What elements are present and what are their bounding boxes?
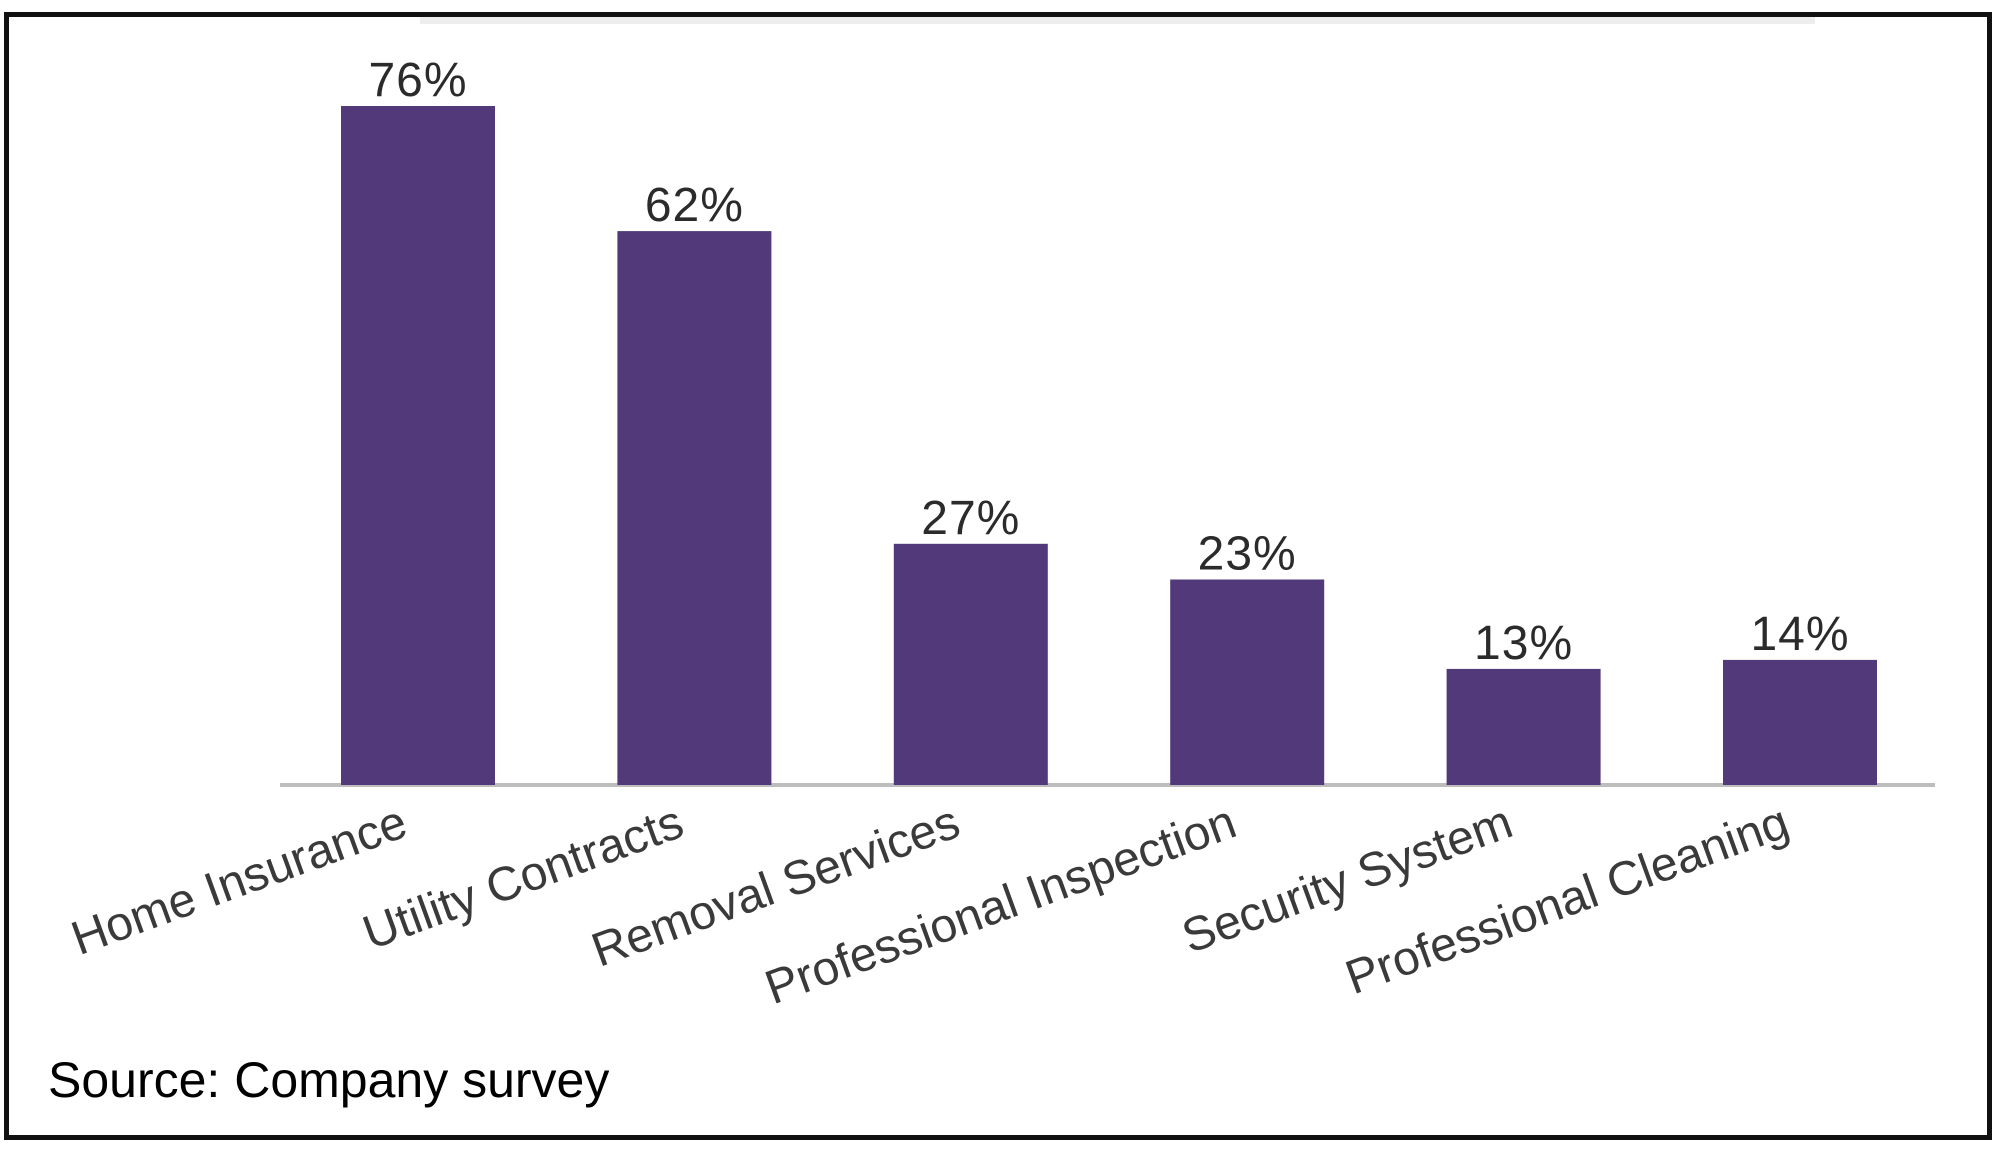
bar-1 xyxy=(617,231,772,786)
value-label-2: 27% xyxy=(921,492,1020,545)
value-label-3: 23% xyxy=(1198,528,1297,581)
bar-0 xyxy=(341,106,495,785)
source-note: Source: Company survey xyxy=(48,1052,610,1108)
category-label-0: Home Insurance xyxy=(65,796,414,966)
value-labels-group: 76% 62% 27% 23% 13% 14% xyxy=(368,54,1849,670)
bar-3 xyxy=(1170,579,1325,785)
value-label-0: 76% xyxy=(368,54,467,107)
category-label-3: Professional Inspection xyxy=(758,796,1242,1016)
bars-group xyxy=(341,106,1877,786)
bar-4 xyxy=(1446,668,1601,785)
value-label-4: 13% xyxy=(1474,617,1573,670)
bar-2 xyxy=(893,543,1048,785)
category-label-5: Professional Cleaning xyxy=(1339,796,1796,1006)
bar-5 xyxy=(1723,659,1877,785)
value-label-5: 14% xyxy=(1750,608,1849,661)
top-divider-strip xyxy=(420,17,1815,24)
value-label-1: 62% xyxy=(645,179,744,232)
